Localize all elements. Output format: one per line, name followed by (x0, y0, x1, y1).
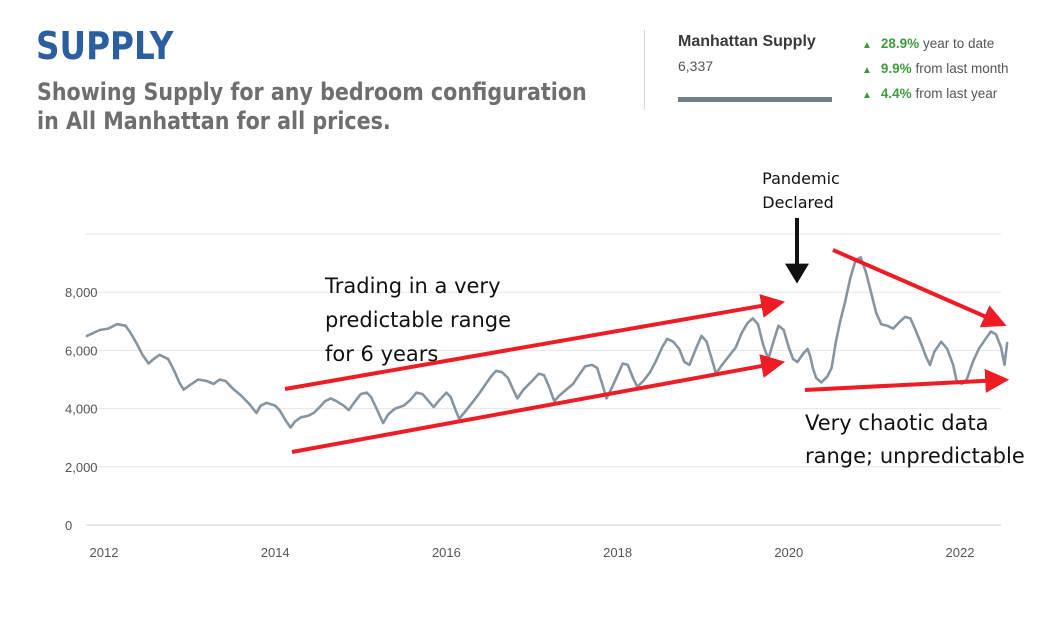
range-annotation-line2: predictable range (325, 308, 511, 332)
y-tick-label: 0 (65, 518, 72, 533)
change-month: ▲ 9.9% from last month (862, 61, 1008, 86)
up-triangle-icon: ▲ (862, 90, 872, 101)
change-text: from last year (915, 86, 998, 101)
page-subtitle: Showing Supply for any bedroom configura… (37, 78, 587, 135)
range-annotation-line1: Trading in a very (324, 274, 501, 298)
y-tick-label: 2,000 (65, 460, 98, 475)
downtrend-arrow (832, 248, 1007, 328)
supply-series-line (85, 256, 1009, 429)
change-year: ▲ 4.4% from last year (862, 86, 1008, 111)
range-annotation-line3: for 6 years (325, 342, 438, 366)
pandemic-annotation-line2: Declared (762, 193, 833, 212)
flat-trend-arrow (804, 368, 1010, 393)
x-tick-label: 2012 (90, 545, 119, 560)
x-tick-label: 2020 (774, 545, 803, 560)
change-pct: 4.4% (880, 86, 912, 101)
up-triangle-icon: ▲ (862, 40, 872, 51)
x-tick-label: 2018 (603, 545, 632, 560)
header-divider (644, 30, 645, 110)
pandemic-annotation-line1: Pandemic (762, 169, 840, 188)
chaotic-annotation-line2: range; unpredictable (805, 444, 1025, 468)
lower-channel-arrow (291, 354, 786, 454)
kpi-bar (678, 97, 832, 102)
change-ytd: ▲ 28.9% year to date (862, 36, 1008, 61)
kpi-label: Manhattan Supply (678, 33, 816, 50)
x-tick-label: 2016 (432, 545, 461, 560)
x-tick-label: 2022 (946, 545, 975, 560)
kpi-value: 6,337 (678, 58, 714, 74)
x-tick-label: 2014 (261, 545, 290, 560)
y-tick-label: 8,000 (65, 285, 98, 300)
change-text: from last month (915, 61, 1009, 76)
change-pct: 9.9% (880, 61, 912, 76)
change-text: year to date (922, 36, 995, 51)
up-triangle-icon: ▲ (862, 65, 872, 76)
y-tick-label: 4,000 (65, 402, 98, 417)
change-pct: 28.9% (880, 36, 920, 51)
kpi-changes: ▲ 28.9% year to date ▲ 9.9% from last mont… (862, 36, 1008, 111)
chaotic-annotation-line1: Very chaotic data (805, 411, 989, 435)
upper-channel-arrow (284, 294, 786, 391)
y-tick-label: 6,000 (65, 343, 98, 358)
page-title: SUPPLY (36, 24, 174, 68)
